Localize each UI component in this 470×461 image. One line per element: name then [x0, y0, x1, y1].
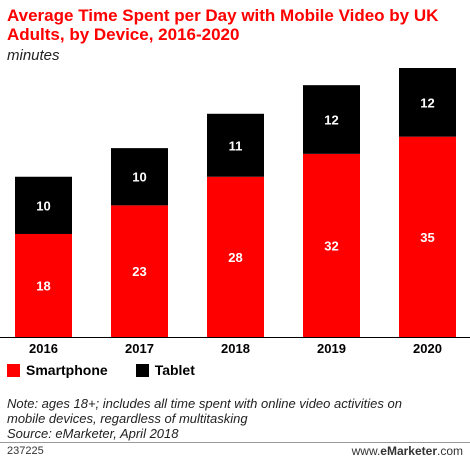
brand-logo: www.eMarketer.com — [352, 444, 463, 458]
bar-smartphone-2019 — [303, 153, 360, 337]
legend-swatch-smartphone — [7, 363, 20, 377]
x-tick-label-2019: 2019 — [317, 341, 346, 356]
bar-tablet-2020 — [399, 68, 456, 137]
data-label-smartphone-2017: 23 — [132, 264, 146, 279]
legend-item-smartphone: Smartphone — [7, 362, 108, 378]
legend-swatch-tablet — [135, 363, 149, 377]
bar-tablet-2018 — [207, 113, 264, 177]
footer-divider — [0, 442, 470, 443]
data-label-smartphone-2019: 32 — [324, 238, 338, 253]
note-line: mobile devices, regardless of multitaski… — [7, 411, 248, 426]
bar-smartphone-2016 — [15, 233, 72, 337]
legend-item-tablet: Tablet — [135, 362, 195, 378]
chart-legend: Smartphone Tablet — [7, 362, 195, 378]
data-label-smartphone-2016: 18 — [36, 278, 50, 293]
chart-note: Note: ages 18+; includes all time spent … — [7, 396, 463, 441]
data-label-smartphone-2018: 28 — [228, 250, 242, 265]
data-label-tablet-2016: 10 — [36, 198, 50, 213]
source-line: Source: eMarketer, April 2018 — [7, 426, 179, 441]
data-label-tablet-2017: 10 — [132, 170, 146, 185]
x-tick-label-2018: 2018 — [221, 341, 250, 356]
chart-id: 237225 — [7, 445, 44, 457]
bar-tablet-2019 — [303, 85, 360, 154]
brand-prefix: www. — [351, 444, 381, 458]
data-label-tablet-2019: 12 — [324, 113, 338, 128]
legend-label-tablet: Tablet — [154, 362, 195, 378]
note-line: Note: ages 18+; includes all time spent … — [7, 396, 402, 411]
bar-smartphone-2018 — [207, 176, 264, 337]
bar-chart: 18 10 2016 23 10 2017 28 11 2018 32 12 2019 35 12 2020 — [0, 68, 470, 356]
x-tick-label-2017: 2017 — [125, 341, 154, 356]
chart-title: Average Time Spent per Day with Mobile V… — [7, 6, 439, 44]
data-label-tablet-2018: 11 — [229, 138, 243, 153]
chart-subtitle: minutes — [7, 47, 60, 64]
bar-tablet-2017 — [111, 148, 168, 206]
x-tick-label-2016: 2016 — [29, 341, 58, 356]
data-label-smartphone-2020: 35 — [420, 230, 434, 245]
x-tick-label-2020: 2020 — [413, 341, 442, 356]
brand-name: eMarketer — [380, 444, 437, 458]
bar-smartphone-2020 — [399, 136, 456, 337]
bar-tablet-2016 — [15, 176, 72, 234]
data-label-tablet-2020: 12 — [420, 95, 434, 110]
bar-smartphone-2017 — [111, 205, 168, 337]
brand-suffix: .com — [436, 444, 463, 458]
legend-label-smartphone: Smartphone — [26, 362, 108, 378]
